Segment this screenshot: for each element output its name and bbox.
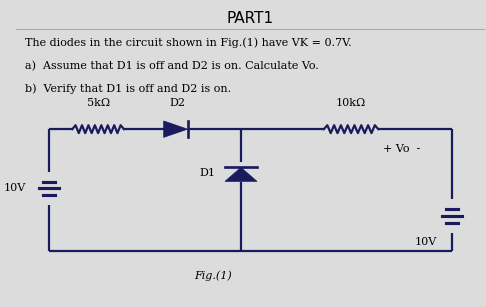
- Text: PART1: PART1: [227, 10, 274, 25]
- Text: 5kΩ: 5kΩ: [87, 98, 110, 108]
- Text: D2: D2: [170, 98, 186, 108]
- Text: D1: D1: [199, 168, 215, 178]
- Text: 10V: 10V: [3, 184, 25, 193]
- Polygon shape: [164, 121, 188, 137]
- Text: a)  Assume that D1 is off and D2 is on. Calculate Vo.: a) Assume that D1 is off and D2 is on. C…: [25, 61, 319, 71]
- Polygon shape: [225, 168, 257, 181]
- Text: 10kΩ: 10kΩ: [336, 98, 366, 108]
- Text: Fig.(1): Fig.(1): [194, 271, 232, 281]
- Text: b)  Verify that D1 is off and D2 is on.: b) Verify that D1 is off and D2 is on.: [25, 84, 232, 94]
- Text: 10V: 10V: [415, 237, 437, 247]
- Text: + Vo  -: + Vo -: [383, 144, 420, 154]
- Text: The diodes in the circuit shown in Fig.(1) have VK = 0.7V.: The diodes in the circuit shown in Fig.(…: [25, 38, 352, 49]
